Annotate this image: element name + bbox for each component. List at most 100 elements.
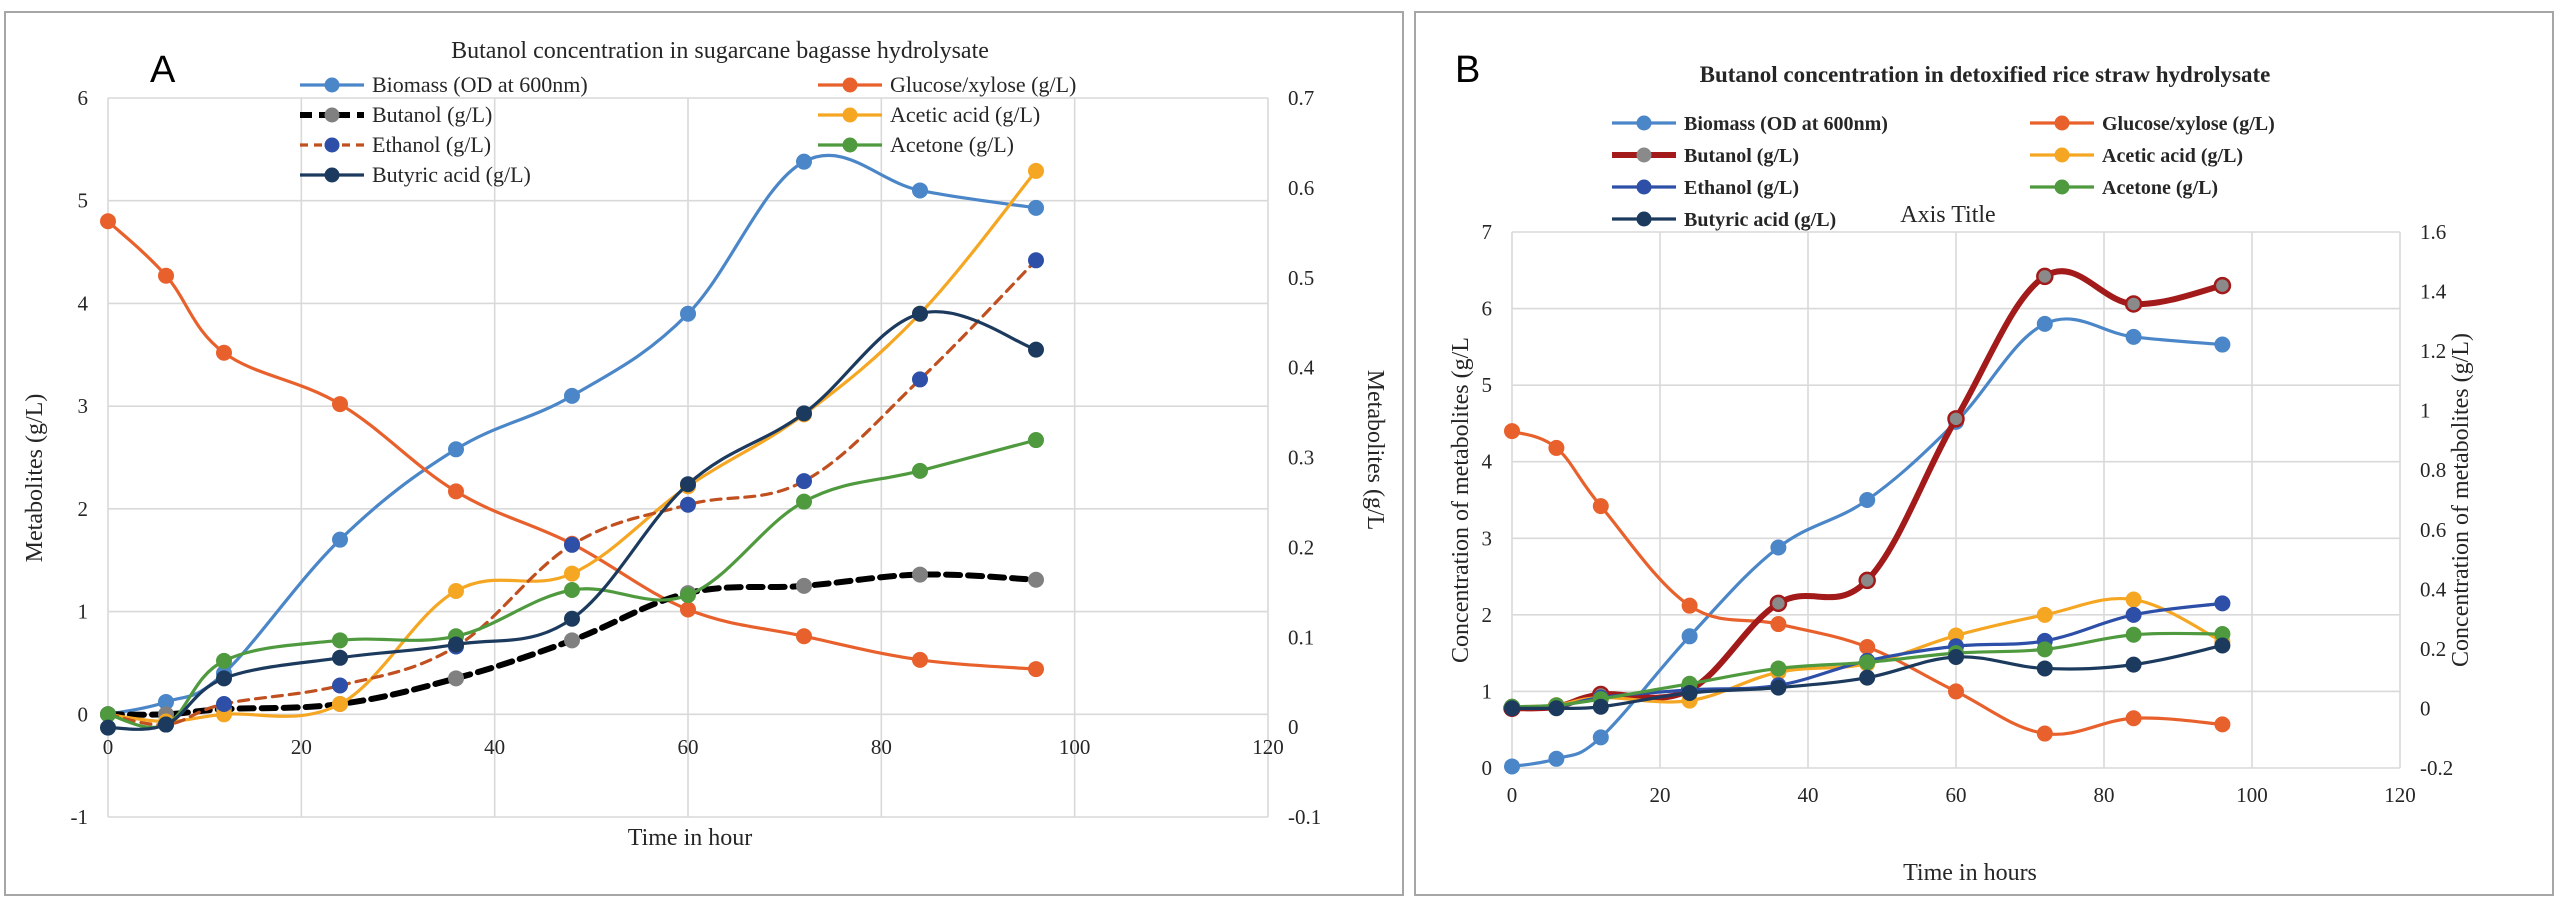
panel-b-legend-marker xyxy=(1636,115,1652,131)
panel-b-legend: Biomass (OD at 600nm) Glucose/xylose (g/L… xyxy=(1612,113,2275,231)
panel-b-data-point xyxy=(2214,716,2231,733)
panel-a-data-point xyxy=(1028,341,1044,358)
panel-b-legend-label: Acetic acid (g/L) xyxy=(2102,145,2243,167)
panel-b-data-point xyxy=(1859,669,1876,686)
panel-a-y-tick-label: 4 xyxy=(78,291,89,315)
panel-b-data-point xyxy=(2036,315,2053,332)
panel-a-data-point xyxy=(680,305,696,322)
panel-b-data-point xyxy=(1770,660,1787,677)
panel-b-y2-tick-label: 0.2 xyxy=(2420,637,2446,661)
panel-b-data-point xyxy=(1592,729,1609,746)
panel-b-x-ticks: 0 20 40 60 80 100 120 xyxy=(1507,783,2416,807)
panel-a-x-tick-label: 80 xyxy=(871,735,892,759)
panel-b-y2-tick-label: 0.4 xyxy=(2420,577,2447,601)
panel-a-data-point xyxy=(100,706,116,723)
panel-a-legend-marker xyxy=(842,137,858,153)
panel-b-data-point xyxy=(2125,710,2142,727)
panel-b-data-point xyxy=(2036,725,2053,742)
panel-a-data-point xyxy=(796,473,812,490)
panel-a-y2-tick-label: 0.6 xyxy=(1288,176,1314,200)
panel-a-y2-tick-label: 0.7 xyxy=(1288,86,1314,110)
panel-b-series-line xyxy=(1510,429,2224,736)
panel-a-data-point xyxy=(1028,432,1044,449)
panel-a-series-line xyxy=(106,438,1038,729)
panel-a-data-point xyxy=(564,387,580,404)
panel-a-y-tick-label: 1 xyxy=(78,600,89,624)
panel-a-y2-tick-label: -0.1 xyxy=(1288,805,1321,829)
panel-a-data-point xyxy=(1028,162,1044,179)
panel-a-data-point xyxy=(448,441,464,458)
panel-a-legend-label: Butyric acid (g/L) xyxy=(372,162,531,187)
panel-a-data-point xyxy=(564,632,580,649)
panel-a-data-point xyxy=(680,476,696,493)
panel-b-x-axis-label: Time in hours xyxy=(1903,860,2037,886)
panel-a-legend-label: Acetic acid (g/L) xyxy=(890,102,1040,127)
panel-b-title: Butanol concentration in detoxified rice… xyxy=(1700,62,2271,87)
panel-a-data-point xyxy=(912,305,928,322)
panel-b-data-point xyxy=(1859,492,1876,508)
panel-a-data-point xyxy=(332,531,348,548)
panel-b-y-tick-label: 0 xyxy=(1482,756,1493,780)
panel-a-y-tick-label: 2 xyxy=(78,497,89,521)
panel-b-data-point xyxy=(1592,498,1609,515)
panel-b-data-point xyxy=(1858,571,1876,590)
panel-b-data-point xyxy=(1948,683,1964,700)
panel-b-y-ticks: 0 1 2 3 4 5 6 7 xyxy=(1482,220,1493,780)
panel-b-x-tick-label: 60 xyxy=(1946,783,1967,807)
panel-a-y-tick-label: 5 xyxy=(78,189,89,213)
panel-b-data-point xyxy=(2213,276,2232,295)
panel-b-data-point xyxy=(1681,597,1698,614)
panel-b-data-point xyxy=(1592,698,1609,715)
panel-b: B Butanol concentration in detoxified ri… xyxy=(1414,11,2554,896)
panel-a-data-point xyxy=(796,493,812,510)
panel-b-y2-tick-label: 1.2 xyxy=(2420,339,2446,363)
panel-a-title: Butanol concentration in sugarcane bagas… xyxy=(451,38,989,64)
panel-a-y2-ticks: -0.1 0 0.1 0.2 0.3 0.4 0.5 0.6 0.7 xyxy=(1288,86,1321,829)
panel-b-data-point xyxy=(1947,410,1965,428)
panel-a-legend-label: Glucose/xylose (g/L) xyxy=(890,72,1076,97)
panel-a-legend-marker xyxy=(324,77,340,93)
panel-b-y2-ticks: -0.2 0 0.2 0.4 0.6 0.8 1 1.2 1.4 1.6 xyxy=(2420,220,2453,780)
panel-b-x-tick-label: 40 xyxy=(1798,783,1819,807)
panel-a-legend-marker xyxy=(842,77,858,93)
panel-b-data-point xyxy=(2124,295,2143,313)
panel-b-y-tick-label: 6 xyxy=(1482,297,1493,321)
panel-a-y2-axis-label: Metabolites (g/L xyxy=(1362,370,1388,531)
panel-b-data-point xyxy=(2214,595,2231,612)
panel-a-x-tick-label: 60 xyxy=(678,735,699,759)
panel-a-x-tick-label: 0 xyxy=(103,735,114,759)
panel-b-data-point xyxy=(2036,641,2053,658)
panel-b-data-point xyxy=(1859,654,1876,671)
panel-a-data-point xyxy=(216,344,232,361)
panel-a-data-point xyxy=(332,649,348,666)
panel-b-y-tick-label: 1 xyxy=(1482,679,1493,703)
panel-a: A Butanol concentration in sugarcane bag… xyxy=(4,11,1404,896)
panel-b-y2-tick-label: 1.6 xyxy=(2420,220,2446,244)
panel-a-data-point xyxy=(448,583,464,600)
panel-b-data-point xyxy=(1548,750,1565,767)
panel-b-data-point xyxy=(2125,591,2142,608)
panel-b-y2-axis-label: Concentration of metabolites (g/L) xyxy=(2448,333,2474,667)
panel-b-legend-marker xyxy=(2054,179,2070,195)
panel-a-data-point xyxy=(680,587,696,604)
panel-b-data-point xyxy=(2125,626,2142,643)
panel-b-data-point xyxy=(1770,539,1787,556)
panel-a-data-point xyxy=(1028,199,1044,216)
panel-b-x-tick-label: 0 xyxy=(1507,783,1518,807)
panel-a-data-point xyxy=(216,670,232,687)
panel-a-x-ticks: 0 20 40 60 80 100 120 xyxy=(103,735,1284,759)
panel-b-data-point xyxy=(1770,679,1787,696)
panel-a-x-tick-label: 40 xyxy=(484,735,505,759)
panel-a-data-point xyxy=(332,396,348,413)
panel-a-data-point xyxy=(796,577,812,594)
panel-a-data-point xyxy=(796,153,812,170)
panel-a-label: A xyxy=(150,49,176,91)
panel-b-data-point xyxy=(1770,616,1787,633)
panel-b-legend-marker xyxy=(1636,179,1652,195)
panel-b-legend-label: Butanol (g/L) xyxy=(1684,145,1799,167)
panel-a-y-ticks: -1 0 1 2 3 4 5 6 xyxy=(71,86,89,829)
panel-a-data-point xyxy=(680,601,696,618)
panel-a-y-axis-label: Metabolites (g/L) xyxy=(22,394,48,563)
panel-a-data-point xyxy=(1028,252,1044,269)
